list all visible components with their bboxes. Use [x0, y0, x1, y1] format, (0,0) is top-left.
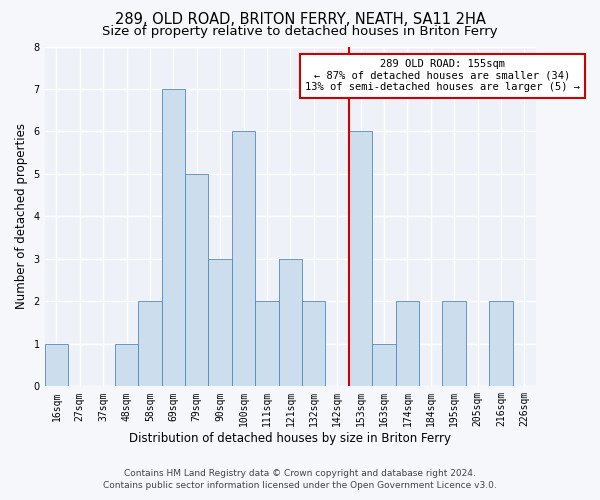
Bar — [442, 302, 466, 386]
Bar — [302, 302, 325, 386]
Bar — [44, 344, 68, 387]
Bar — [489, 302, 512, 386]
Bar — [255, 302, 278, 386]
Bar — [232, 132, 255, 386]
Bar — [349, 132, 372, 386]
Bar — [372, 344, 395, 387]
Bar — [208, 259, 232, 386]
Text: 289, OLD ROAD, BRITON FERRY, NEATH, SA11 2HA: 289, OLD ROAD, BRITON FERRY, NEATH, SA11… — [115, 12, 485, 28]
Bar — [161, 89, 185, 386]
X-axis label: Distribution of detached houses by size in Briton Ferry: Distribution of detached houses by size … — [130, 432, 451, 445]
Y-axis label: Number of detached properties: Number of detached properties — [15, 124, 28, 310]
Bar — [185, 174, 208, 386]
Text: 289 OLD ROAD: 155sqm
← 87% of detached houses are smaller (34)
13% of semi-detac: 289 OLD ROAD: 155sqm ← 87% of detached h… — [305, 59, 580, 92]
Text: Contains HM Land Registry data © Crown copyright and database right 2024.
Contai: Contains HM Land Registry data © Crown c… — [103, 468, 497, 490]
Bar — [278, 259, 302, 386]
Bar — [115, 344, 138, 387]
Text: Size of property relative to detached houses in Briton Ferry: Size of property relative to detached ho… — [102, 25, 498, 38]
Bar — [395, 302, 419, 386]
Bar — [138, 302, 161, 386]
